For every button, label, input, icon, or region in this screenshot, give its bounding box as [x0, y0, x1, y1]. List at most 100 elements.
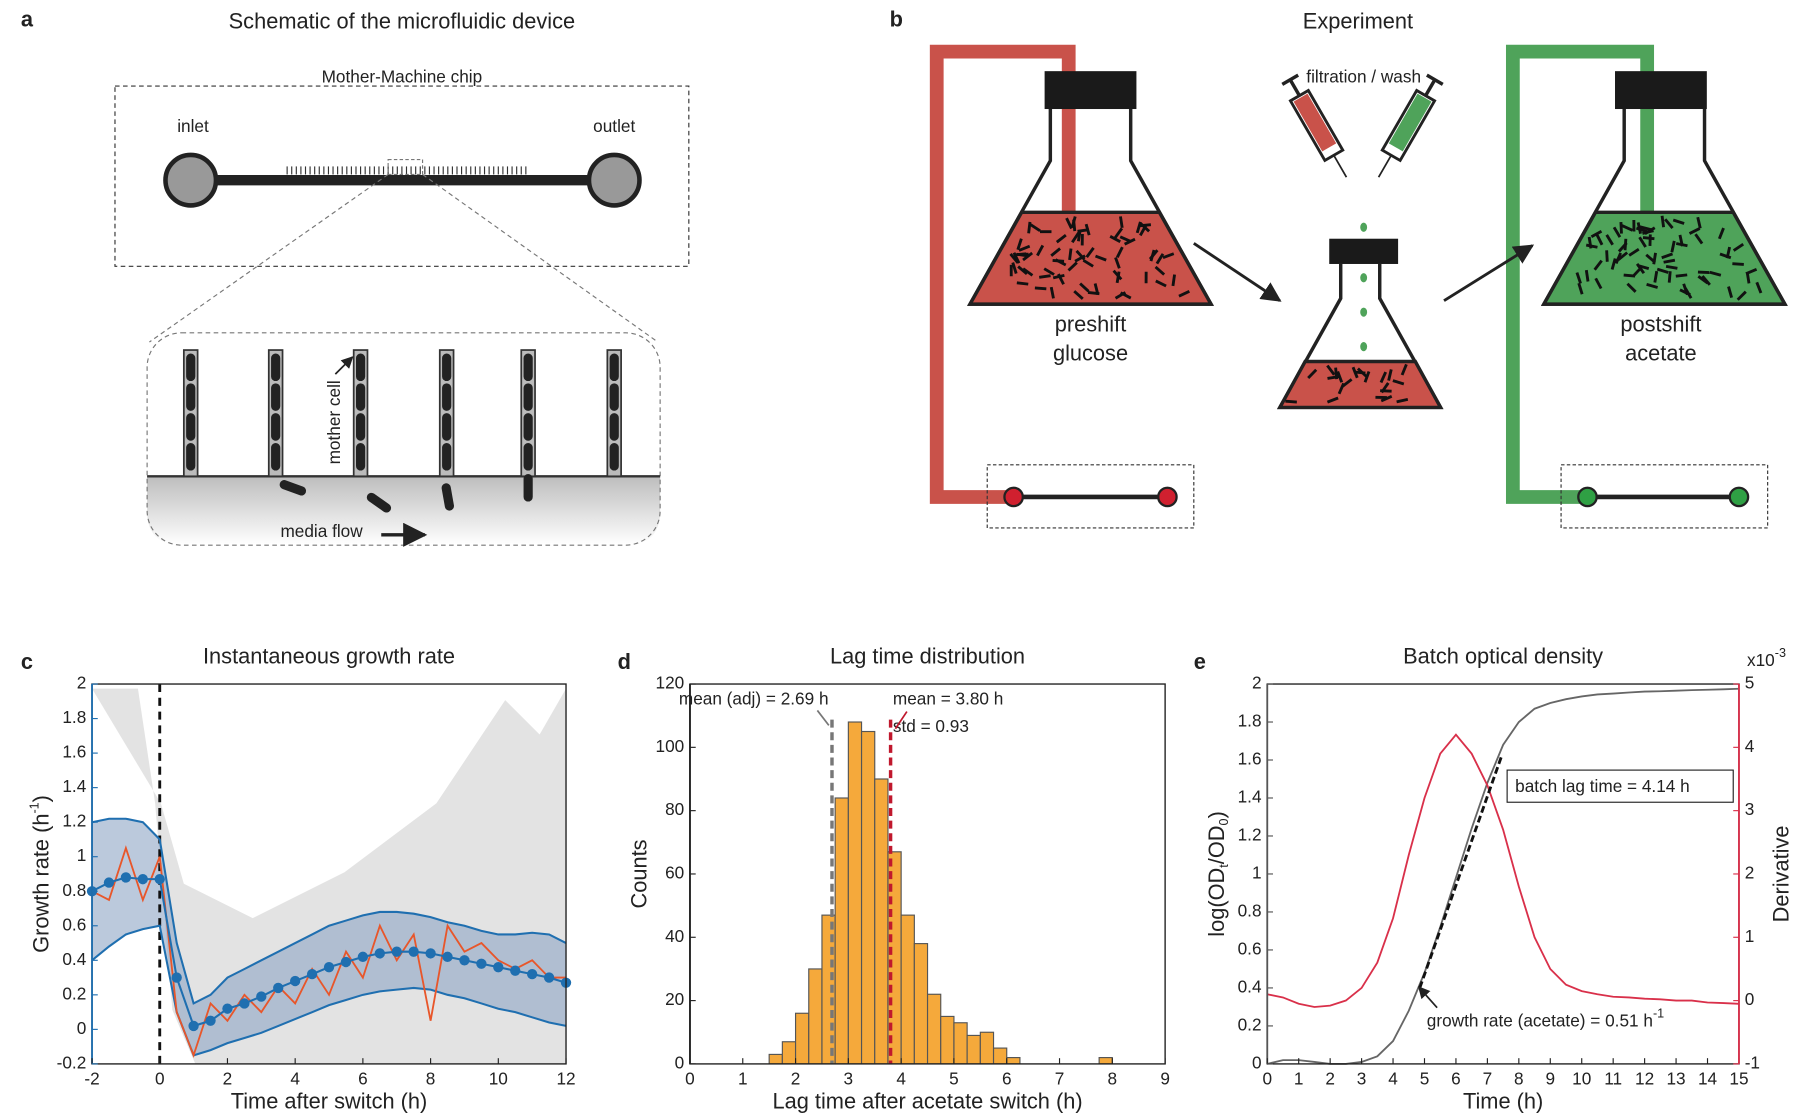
bar	[1006, 1057, 1021, 1065]
cell	[1595, 233, 1604, 246]
series-line	[91, 845, 567, 1059]
cell	[1587, 236, 1593, 249]
cell	[442, 383, 452, 411]
cell	[1688, 227, 1701, 235]
arrow	[1443, 244, 1535, 302]
series-line	[91, 924, 567, 1057]
point	[154, 873, 165, 885]
bar	[1098, 1057, 1113, 1065]
cell	[1642, 236, 1655, 241]
drops	[1360, 222, 1368, 352]
bar	[966, 1034, 981, 1065]
cell	[1400, 363, 1408, 376]
cell	[1621, 224, 1634, 232]
x-axis-label: Lag time after acetate switch (h)	[772, 1089, 1082, 1114]
y-tick-label: 1.2	[62, 811, 86, 831]
y2-exponent-part: -3	[1775, 646, 1786, 660]
bar	[847, 721, 863, 1065]
cell	[1619, 222, 1623, 234]
cell	[1379, 371, 1387, 384]
annotation: growth rate (acetate) = 0.51 h-1	[1427, 1007, 1664, 1030]
cell	[1082, 259, 1094, 268]
outlet-label: outlet	[593, 116, 635, 136]
y-tick-label: 1.6	[62, 742, 86, 762]
cell	[1171, 274, 1176, 287]
y-tick-label: 0	[1252, 1052, 1262, 1072]
bar	[874, 778, 889, 1065]
point	[408, 946, 419, 957]
y-tick-label: 1.6	[1238, 749, 1262, 769]
cell	[1135, 221, 1142, 234]
point	[340, 956, 352, 968]
cell	[1664, 218, 1674, 229]
y2-axis-label: Derivative	[1768, 826, 1793, 923]
point	[239, 998, 250, 1009]
cell	[441, 483, 454, 511]
cell	[1087, 291, 1100, 296]
cell	[1034, 286, 1047, 291]
panel-letter: c	[21, 649, 33, 674]
y-tick-label: 1.8	[1238, 711, 1262, 731]
y-tick-label: 0.6	[1238, 938, 1262, 958]
bar	[794, 1012, 810, 1065]
cell	[1709, 270, 1722, 277]
chart-title: Batch optical density	[1403, 643, 1603, 668]
bar	[887, 851, 902, 1065]
x-tick-label: 14	[1698, 1069, 1718, 1089]
cell	[1119, 291, 1132, 300]
cell	[1646, 283, 1659, 289]
cell	[1672, 218, 1685, 225]
cell	[1016, 281, 1029, 286]
cell	[1732, 243, 1745, 252]
panel-letter: a	[21, 6, 34, 31]
cell	[1307, 368, 1318, 379]
point	[273, 982, 284, 994]
bar	[900, 914, 915, 1065]
y-tick-label: 0.2	[1238, 1014, 1262, 1034]
trench-array	[286, 166, 527, 175]
bar	[808, 968, 823, 1065]
point	[205, 1015, 216, 1026]
cell	[355, 413, 366, 441]
cell	[1353, 370, 1366, 375]
point	[510, 965, 521, 976]
cell	[523, 413, 533, 441]
cell	[1632, 266, 1643, 277]
x-tick-label: 2	[791, 1069, 801, 1089]
x-tick-label: 0	[685, 1069, 695, 1089]
outlet-port	[586, 152, 642, 208]
cell	[279, 480, 307, 496]
cell	[1363, 370, 1371, 383]
cells	[1009, 215, 1763, 404]
y-axis-label-part: -1	[28, 802, 42, 813]
cell-arrow	[334, 356, 354, 375]
bar	[979, 1031, 995, 1065]
bar	[834, 797, 849, 1065]
x-tick-label: 6	[1451, 1069, 1461, 1089]
cell	[1665, 264, 1678, 270]
y-tick-label: 40	[665, 926, 684, 946]
annotation-part: growth rate (acetate) = 0.51 h	[1427, 1010, 1653, 1030]
cell	[1396, 397, 1409, 404]
y-tick-label: 0.6	[62, 914, 86, 934]
cell	[1055, 234, 1067, 244]
cell	[1638, 236, 1647, 248]
annotation-box	[1506, 769, 1734, 803]
chart-title: Instantaneous growth rate	[203, 643, 455, 668]
medium	[967, 210, 1214, 306]
chart: Lag time distribution mean (adj) = 2.69 h…	[626, 643, 1170, 1113]
cell	[1392, 379, 1405, 386]
cell	[1745, 267, 1758, 276]
cell	[1114, 257, 1121, 269]
x-tick-label: 11	[1604, 1069, 1622, 1089]
annotation: batch lag time = 4.14 h	[1515, 776, 1690, 796]
cell	[1661, 252, 1674, 260]
y-tick-label: 1.4	[1238, 787, 1262, 807]
chip-frame	[1560, 464, 1769, 529]
cell	[1119, 216, 1124, 229]
chip-label: Mother-Machine chip	[322, 67, 483, 87]
cell	[1154, 265, 1166, 276]
x-tick-label: 7	[1483, 1069, 1493, 1089]
cell	[1079, 282, 1090, 293]
cell	[1593, 259, 1603, 271]
